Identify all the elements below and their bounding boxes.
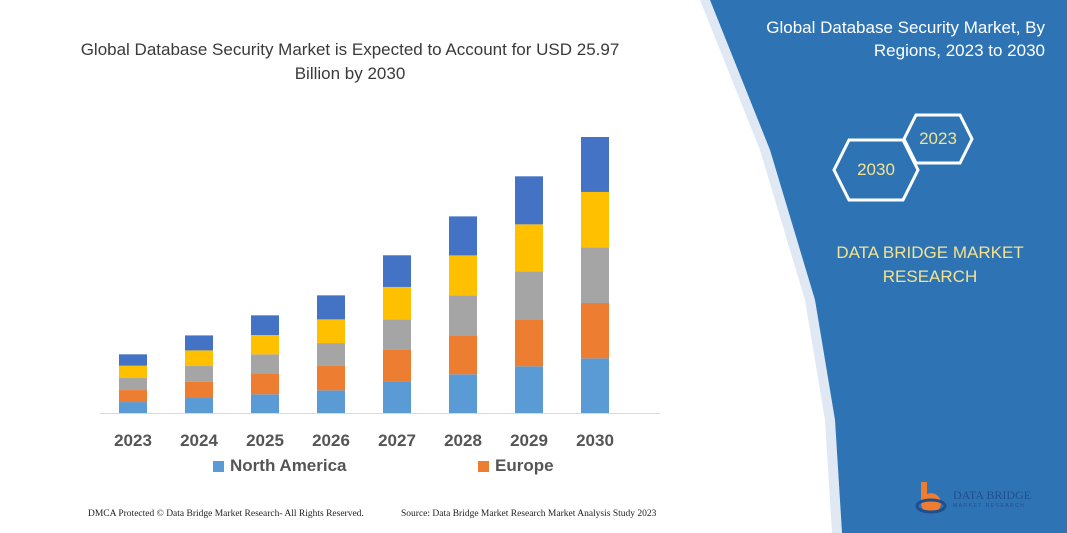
legend-label: North America: [230, 456, 347, 475]
panel-title: Global Database Security Market, By Regi…: [766, 18, 1045, 60]
legend-north-america: North America: [213, 456, 347, 476]
hex-label: 2023: [919, 129, 957, 148]
x-tick-label: 2024: [180, 431, 218, 450]
bar-segment-2026-1: [317, 366, 345, 391]
footer-source: Source: Data Bridge Market Research Mark…: [401, 509, 657, 519]
bar-segment-2029-4: [515, 176, 543, 225]
hexagon-2030: 2030: [832, 138, 920, 202]
legend-swatch: [213, 460, 224, 472]
bar-segment-2023-4: [119, 354, 147, 366]
bar-segment-2025-4: [251, 315, 279, 335]
bar-segment-2030-1: [581, 303, 609, 359]
bar-segment-2025-2: [251, 354, 279, 374]
bar-segment-2023-1: [119, 390, 147, 403]
x-tick-label: 2025: [246, 431, 284, 450]
bar-segment-2027-1: [383, 349, 411, 382]
logo-icon: [915, 482, 947, 514]
bar-segment-2025-3: [251, 334, 279, 355]
footer-copyright: DMCA Protected © Data Bridge Market Rese…: [88, 509, 364, 519]
bar-segment-2026-2: [317, 343, 345, 367]
logo: DATA BRIDGE MARKET RESEARCH: [915, 480, 1031, 516]
bar-segment-2024-3: [185, 350, 213, 367]
bar-segment-2029-3: [515, 224, 543, 272]
legend-europe: Europe: [478, 456, 554, 476]
x-tick-label: 2030: [576, 431, 614, 450]
bar-segment-2026-3: [317, 319, 345, 344]
bar-segment-2027-2: [383, 319, 411, 350]
bar-segment-2023-2: [119, 378, 147, 391]
bar-segment-2028-1: [449, 335, 477, 375]
bar-segment-2030-2: [581, 247, 609, 304]
legend-label: Europe: [495, 456, 554, 475]
bar-segment-2023-3: [119, 365, 147, 379]
bar-segment-2026-4: [317, 295, 345, 320]
x-tick-label: 2028: [444, 431, 482, 450]
x-tick-label: 2026: [312, 431, 350, 450]
legend-swatch: [478, 460, 489, 472]
bar-segment-2028-2: [449, 295, 477, 336]
x-tick-label: 2023: [114, 431, 152, 450]
hex-label: 2030: [857, 160, 895, 179]
logo-text: DATA BRIDGE: [953, 487, 1032, 502]
bar-segment-2030-0: [581, 358, 609, 413]
bar-segment-2027-3: [383, 286, 411, 320]
bar-segment-2030-4: [581, 137, 609, 192]
x-tick-label: 2029: [510, 431, 548, 450]
bar-segment-2030-3: [581, 191, 609, 248]
x-tick-label: 2027: [378, 431, 416, 450]
bar-segment-2028-3: [449, 255, 477, 296]
bar-segment-2027-4: [383, 255, 411, 287]
bar-segment-2025-0: [251, 394, 279, 413]
bar-segment-2023-0: [119, 402, 147, 413]
bar-segment-2027-0: [383, 381, 411, 413]
bar-segment-2029-1: [515, 319, 543, 367]
bar-segment-2028-0: [449, 374, 477, 413]
bar-segment-2024-0: [185, 398, 213, 413]
bar-segment-2025-1: [251, 373, 279, 395]
bar-segment-2029-2: [515, 271, 543, 320]
bar-segment-2026-0: [317, 390, 345, 413]
logo-subtext: MARKET RESEARCH: [953, 502, 1026, 509]
bar-segment-2028-4: [449, 216, 477, 256]
brand-text: DATA BRIDGE MARKET RESEARCH: [836, 243, 1024, 286]
bar-segment-2024-1: [185, 381, 213, 399]
chart-title: Global Database Security Market is Expec…: [80, 40, 620, 83]
bar-segment-2024-4: [185, 335, 213, 351]
bar-segment-2029-0: [515, 366, 543, 413]
bar-segment-2024-2: [185, 366, 213, 382]
